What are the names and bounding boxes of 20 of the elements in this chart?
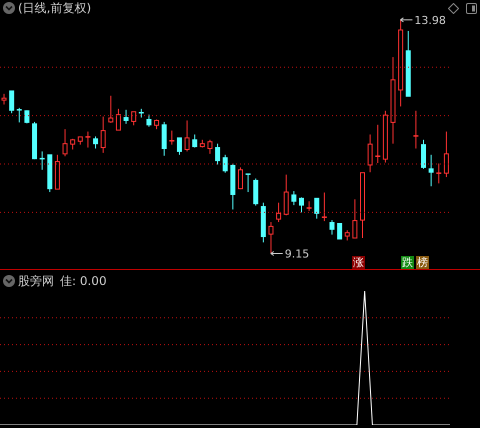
annotation: 13.98 bbox=[414, 14, 446, 27]
annotation: 榜 bbox=[416, 256, 429, 269]
candlestick bbox=[374, 124, 382, 164]
annotation: 跌 bbox=[401, 256, 414, 269]
candlestick bbox=[100, 116, 106, 154]
annotation: 9.15 bbox=[284, 247, 310, 260]
candlestick bbox=[215, 143, 220, 165]
candlestick bbox=[291, 190, 296, 206]
chart-title: 股旁网 bbox=[18, 274, 54, 288]
candlestick bbox=[412, 110, 420, 150]
candlestick bbox=[428, 154, 434, 187]
text: 佳: 0.00 bbox=[60, 274, 107, 288]
annotation: 涨 bbox=[352, 256, 365, 269]
candlestick bbox=[444, 131, 449, 178]
candlestick bbox=[436, 163, 442, 184]
candlestick bbox=[368, 134, 373, 173]
candlestick bbox=[38, 150, 46, 170]
candlestick bbox=[390, 56, 396, 144]
chart-title: (日线,前复权) bbox=[18, 0, 92, 17]
candlestick bbox=[260, 202, 266, 243]
